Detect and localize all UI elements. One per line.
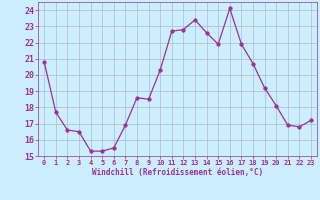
X-axis label: Windchill (Refroidissement éolien,°C): Windchill (Refroidissement éolien,°C) [92, 168, 263, 177]
